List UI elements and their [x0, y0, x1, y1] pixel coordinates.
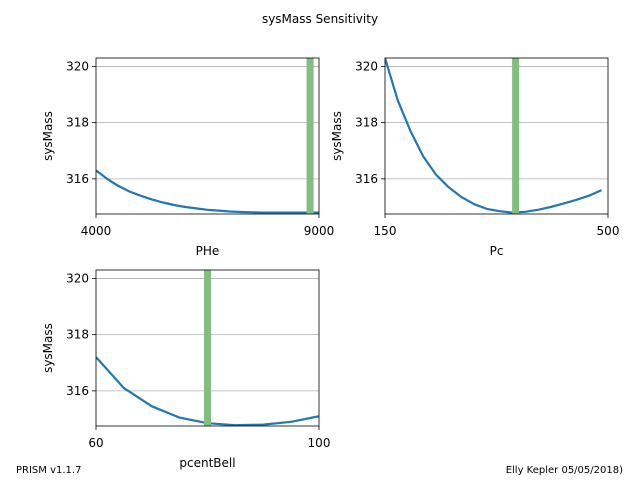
x-axis-label: pcentBell [179, 456, 235, 470]
plot-frame [384, 57, 609, 215]
x-tick-label: 100 [308, 436, 331, 450]
y-tick-label: 320 [66, 271, 89, 285]
x-tick-label: 500 [597, 224, 620, 238]
plot-frame [95, 57, 320, 215]
y-tick-label: 316 [355, 172, 378, 186]
footer-author-date: Elly Kepler 05/05/2018) [505, 465, 623, 476]
y-axis-label: sysMass [41, 111, 55, 161]
x-tick-label: 150 [374, 224, 397, 238]
x-axis-label: Pc [490, 244, 504, 258]
y-tick-label: 318 [66, 116, 89, 130]
plot-frame [95, 269, 320, 427]
x-axis-label: PHe [196, 244, 220, 258]
figure-title: sysMass Sensitivity [262, 12, 378, 26]
y-tick-label: 316 [66, 384, 89, 398]
x-tick-label: 60 [88, 436, 103, 450]
x-tick-label: 9000 [304, 224, 335, 238]
y-tick-label: 318 [355, 116, 378, 130]
y-tick-label: 318 [66, 328, 89, 342]
y-axis-label: sysMass [41, 323, 55, 373]
y-tick-label: 316 [66, 172, 89, 186]
series-line [96, 169, 319, 214]
y-tick-label: 320 [66, 59, 89, 73]
subplots: 316 318 320 4000 9000 PHe sysMass 316 318 320 150 5… [41, 57, 620, 470]
subplot-2: 316 318 320 150 500 Pc sysMass [330, 57, 620, 258]
subplot-1: 316 318 320 4000 9000 PHe sysMass [41, 57, 335, 258]
x-tick-label: 4000 [81, 224, 112, 238]
subplot-3: 316 318 320 60 100 pcentBell sysMass [41, 269, 331, 470]
y-tick-label: 320 [355, 59, 378, 73]
y-axis-label: sysMass [330, 111, 344, 161]
series-line [385, 58, 603, 214]
footer-version: PRISM v1.1.7 [16, 465, 82, 476]
